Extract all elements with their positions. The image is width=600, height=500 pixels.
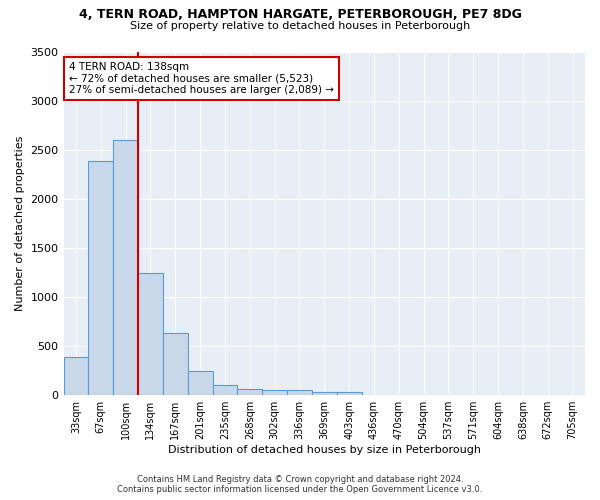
Bar (262, 390, 287, 395)
Bar (287, 390, 312, 395)
Text: Contains HM Land Registry data © Crown copyright and database right 2024.
Contai: Contains HM Land Registry data © Crown c… (118, 474, 482, 494)
Bar (138, 274, 163, 395)
Bar (337, 392, 362, 395)
Text: 4, TERN ROAD, HAMPTON HARGATE, PETERBOROUGH, PE7 8DG: 4, TERN ROAD, HAMPTON HARGATE, PETERBORO… (79, 8, 521, 20)
X-axis label: Distribution of detached houses by size in Peterborough: Distribution of detached houses by size … (168, 445, 481, 455)
Bar (238, 390, 262, 395)
Bar (312, 392, 337, 395)
Bar (88, 160, 113, 395)
Bar (113, 140, 138, 395)
Bar (64, 357, 88, 395)
Bar (212, 386, 238, 395)
Bar (188, 370, 212, 395)
Text: 4 TERN ROAD: 138sqm
← 72% of detached houses are smaller (5,523)
27% of semi-det: 4 TERN ROAD: 138sqm ← 72% of detached ho… (69, 62, 334, 95)
Bar (163, 333, 188, 395)
Y-axis label: Number of detached properties: Number of detached properties (15, 136, 25, 311)
Text: Size of property relative to detached houses in Peterborough: Size of property relative to detached ho… (130, 21, 470, 31)
